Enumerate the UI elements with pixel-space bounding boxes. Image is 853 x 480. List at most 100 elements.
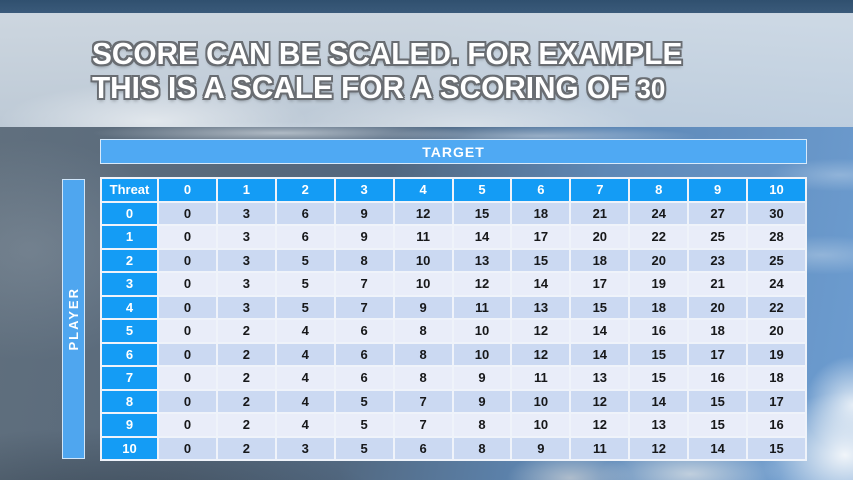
score-cell: 15 [689, 390, 747, 412]
score-cell: 8 [394, 367, 452, 389]
score-cell: 10 [512, 390, 570, 412]
player-header-label: PLAYER [66, 287, 81, 351]
title-line-2: THIS IS A SCALE FOR A SCORING OF [92, 70, 637, 105]
score-cell: 3 [217, 202, 275, 224]
score-cell: 12 [394, 202, 452, 224]
score-cell: 4 [276, 343, 334, 365]
score-cell: 12 [571, 390, 629, 412]
score-cell: 5 [335, 414, 393, 436]
score-cell: 3 [217, 273, 275, 295]
score-cell: 4 [276, 320, 334, 342]
score-cell: 18 [748, 367, 805, 389]
column-header-cell: 7 [571, 179, 629, 201]
score-cell: 12 [630, 437, 688, 459]
score-cell: 6 [276, 202, 334, 224]
score-cell: 4 [276, 390, 334, 412]
score-cell: 3 [217, 226, 275, 248]
score-cell: 11 [453, 296, 511, 318]
score-cell: 20 [689, 296, 747, 318]
score-cell: 21 [571, 202, 629, 224]
row-header-cell: 0 [102, 202, 157, 224]
score-cell: 14 [630, 390, 688, 412]
score-cell: 15 [630, 367, 688, 389]
score-cell: 0 [159, 296, 216, 318]
score-cell: 3 [276, 437, 334, 459]
row-header-cell: 7 [102, 367, 157, 389]
column-header-cell: 4 [394, 179, 452, 201]
score-cell: 13 [630, 414, 688, 436]
score-cell: 15 [748, 437, 805, 459]
score-cell: 2 [217, 343, 275, 365]
row-header-cell: 3 [102, 273, 157, 295]
score-cell: 7 [394, 390, 452, 412]
column-header-cell: 9 [689, 179, 747, 201]
score-cell: 14 [512, 273, 570, 295]
score-cell: 19 [748, 343, 805, 365]
score-cell: 24 [630, 202, 688, 224]
score-cell: 0 [159, 343, 216, 365]
score-cell: 2 [217, 367, 275, 389]
score-cell: 14 [689, 437, 747, 459]
score-cell: 9 [512, 437, 570, 459]
score-cell: 20 [748, 320, 805, 342]
score-cell: 11 [394, 226, 452, 248]
row-header-cell: 9 [102, 414, 157, 436]
score-cell: 8 [453, 414, 511, 436]
score-cell: 18 [689, 320, 747, 342]
score-cell: 15 [630, 343, 688, 365]
score-cell: 13 [453, 249, 511, 271]
score-cell: 25 [748, 249, 805, 271]
column-header-cell: 0 [159, 179, 216, 201]
score-cell: 24 [748, 273, 805, 295]
corner-header-cell: Threat [102, 179, 157, 201]
score-cell: 8 [453, 437, 511, 459]
score-cell: 4 [276, 414, 334, 436]
score-cell: 22 [630, 226, 688, 248]
score-cell: 6 [335, 343, 393, 365]
score-cell: 10 [453, 320, 511, 342]
score-cell: 18 [630, 296, 688, 318]
column-header-cell: 2 [276, 179, 334, 201]
score-cell: 16 [630, 320, 688, 342]
score-cell: 13 [512, 296, 570, 318]
score-cell: 23 [689, 249, 747, 271]
column-header-cell: 3 [335, 179, 393, 201]
score-cell: 7 [394, 414, 452, 436]
score-cell: 30 [748, 202, 805, 224]
score-cell: 17 [689, 343, 747, 365]
score-cell: 25 [689, 226, 747, 248]
row-header-cell: 4 [102, 296, 157, 318]
score-cell: 2 [217, 390, 275, 412]
column-header-cell: 8 [630, 179, 688, 201]
score-cell: 17 [748, 390, 805, 412]
row-header-cell: 5 [102, 320, 157, 342]
score-cell: 2 [217, 414, 275, 436]
row-header-cell: 2 [102, 249, 157, 271]
score-cell: 0 [159, 414, 216, 436]
score-cell: 18 [512, 202, 570, 224]
column-header-cell: 1 [217, 179, 275, 201]
score-cell: 6 [335, 320, 393, 342]
row-header-cell: 1 [102, 226, 157, 248]
row-header-cell: 10 [102, 437, 157, 459]
score-cell: 22 [748, 296, 805, 318]
score-cell: 12 [571, 414, 629, 436]
score-cell: 2 [217, 437, 275, 459]
title-scale-number: 30 [636, 74, 666, 104]
score-cell: 11 [571, 437, 629, 459]
score-cell: 0 [159, 249, 216, 271]
score-cell: 10 [453, 343, 511, 365]
score-cell: 9 [453, 390, 511, 412]
row-header-cell: 6 [102, 343, 157, 365]
score-cell: 12 [453, 273, 511, 295]
score-cell: 2 [217, 320, 275, 342]
score-cell: 4 [276, 367, 334, 389]
column-header-cell: 6 [512, 179, 570, 201]
score-cell: 3 [217, 249, 275, 271]
score-cell: 5 [276, 273, 334, 295]
score-cell: 20 [571, 226, 629, 248]
score-cell: 16 [748, 414, 805, 436]
score-cell: 19 [630, 273, 688, 295]
score-cell: 27 [689, 202, 747, 224]
